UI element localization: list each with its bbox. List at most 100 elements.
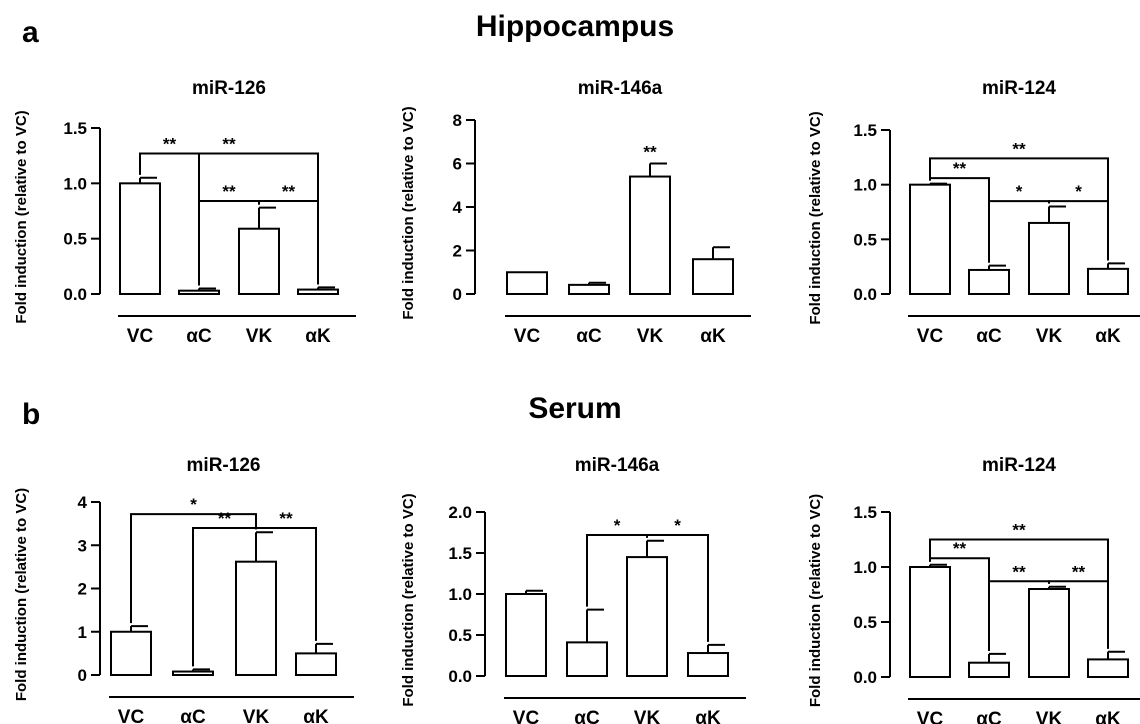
x-category-label: αC [180,707,206,724]
bar [909,183,951,296]
y-tick-label: 0 [453,285,462,304]
bar [909,566,951,678]
x-category-label: αK [1095,326,1121,347]
x-category-label: αK [700,326,726,347]
y-axis-label: Fold induction (relative to VC) [13,488,30,701]
significance-label: * [190,495,197,514]
chart-title: miR-124 [982,455,1056,476]
y-tick-label: 1.5 [448,544,472,563]
chart-title: miR-146a [575,455,660,476]
bar [505,593,547,677]
bar [1087,267,1129,295]
y-tick-label: 1 [78,623,87,642]
significance-label: ** [218,509,232,528]
x-category-label: αC [976,326,1002,347]
y-tick-label: 4 [78,493,88,512]
y-tick-label: 4 [453,198,463,217]
y-axis-label: Fold induction (relative to VC) [400,106,417,319]
significance-bracket [255,526,317,641]
y-tick-label: 1.0 [853,176,877,195]
significance-bracket [646,533,709,642]
y-tick-label: 2.0 [448,503,472,522]
section-title-hippocampus: Hippocampus [476,10,674,43]
significance-label: ** [1012,562,1026,581]
chart-0: miR-126 Fold induction (relative to VC) 0.… [13,78,356,347]
bar [1028,221,1070,295]
significance-label: ** [163,134,177,153]
bar [629,175,671,295]
significance-label: ** [1012,521,1026,540]
chart-title: miR-146a [578,78,663,99]
x-category-label: VK [637,326,664,347]
bar [1028,588,1070,678]
chart-1: miR-146a Fold induction (relative to VC) 0… [400,78,751,347]
bar [692,258,734,296]
x-category-label: αK [303,707,329,724]
significance-bracket [258,200,319,285]
bar [506,271,548,295]
x-category-label: VK [1036,326,1063,347]
bar [568,283,610,295]
bar [968,661,1010,679]
significance-bracket [1048,580,1109,649]
x-category-label: VC [127,326,154,347]
chart-2: miR-124 Fold induction (relative to VC) 0.… [807,78,1140,347]
charts-container: miR-126 Fold induction (relative to VC) 0.… [13,78,1140,724]
chart-title: miR-126 [192,78,266,99]
y-tick-label: 0.0 [853,285,877,304]
significance-label: ** [222,134,236,153]
y-tick-label: 1.0 [853,558,877,577]
significance-label: * [674,516,681,535]
chart-4: miR-146a Fold induction (relative to VC) 0… [400,455,746,724]
bar [968,268,1010,295]
bar [566,641,608,678]
significance-label: ** [1072,562,1086,581]
chart-3: miR-126 Fold induction (relative to VC) 0 1… [13,455,354,724]
x-category-label: αK [1095,709,1121,724]
significance-label: ** [953,539,967,558]
y-tick-label: 6 [453,155,462,174]
x-category-label: VK [246,326,273,347]
significance-label: ** [953,159,967,178]
x-category-label: αK [305,326,331,347]
y-tick-label: 1.0 [63,174,87,193]
section-title-serum: Serum [528,392,621,425]
significance-bracket [139,152,319,285]
y-tick-label: 0.0 [448,667,472,686]
significance-label: ** [282,182,296,201]
significance-label: * [614,516,621,535]
x-category-label: αC [186,326,212,347]
y-tick-label: 0.5 [853,613,877,632]
bar [172,670,214,676]
bar [110,630,152,676]
x-category-label: αK [695,708,721,724]
significance-label: * [1075,182,1082,201]
y-axis-label: Fold induction (relative to VC) [807,111,824,324]
significance-bracket [130,513,257,624]
y-axis-label: Fold induction (relative to VC) [807,494,824,707]
significance-label: ** [1012,139,1026,158]
x-category-label: αC [576,326,602,347]
y-tick-label: 8 [453,111,462,130]
y-tick-label: 1.5 [853,121,877,140]
x-category-label: VC [917,326,944,347]
bar [119,182,161,295]
y-axis-label: Fold induction (relative to VC) [400,493,417,706]
bar [687,652,729,677]
x-category-label: VK [1036,709,1063,724]
x-category-label: VC [514,326,541,347]
significance-label: ** [643,143,657,162]
bar [178,289,220,295]
y-tick-label: 3 [78,536,87,555]
y-axis-label: Fold induction (relative to VC) [13,110,30,323]
x-category-label: VC [513,708,540,724]
significance-label: ** [279,509,293,528]
y-tick-label: 0.5 [853,230,877,249]
x-category-label: VC [917,709,944,724]
y-tick-label: 1.0 [448,585,472,604]
bar [235,560,277,676]
chart-title: miR-126 [187,455,261,476]
x-category-label: VC [118,707,145,724]
bar [626,556,668,677]
x-category-label: VK [243,707,270,724]
